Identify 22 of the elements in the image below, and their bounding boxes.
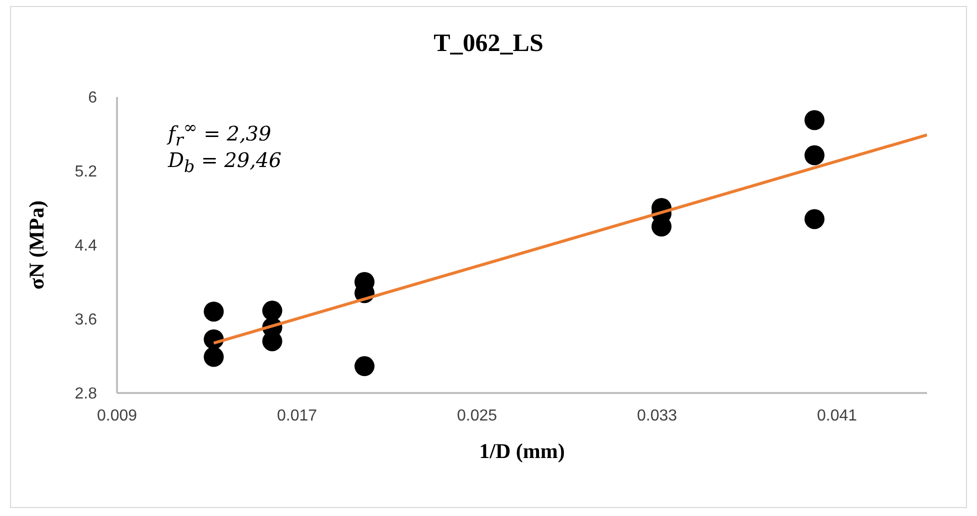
x-tick-label: 0.009 (96, 407, 138, 424)
point (804, 209, 824, 230)
y-tick-label: 2.8 (74, 386, 98, 403)
y-tick-label: 3.6 (74, 312, 98, 329)
annotation: D$_{b}$ = 29,46 (168, 148, 282, 176)
x-tick-label: 0.017 (276, 407, 318, 424)
point (262, 300, 282, 321)
x-tick-label: 0.025 (456, 407, 498, 424)
y-axis-title: σN (MPa) (24, 200, 48, 290)
x-axis-title: 1/D (mm) (479, 439, 565, 463)
point (354, 356, 374, 376)
chart-title: T_062_LS (432, 30, 544, 58)
point (804, 110, 824, 130)
point (204, 346, 224, 367)
y-tick-label: 5.2 (74, 164, 98, 181)
point (804, 145, 824, 166)
point (204, 302, 224, 322)
annotation: f$_{r}$$^{∞}$ = 2,39 (168, 118, 272, 150)
y-tick-label: 6 (88, 90, 98, 107)
x-tick-label: 0.041 (816, 407, 858, 424)
y-tick-label: 4.4 (74, 238, 98, 255)
x-tick-label: 0.033 (636, 407, 678, 424)
